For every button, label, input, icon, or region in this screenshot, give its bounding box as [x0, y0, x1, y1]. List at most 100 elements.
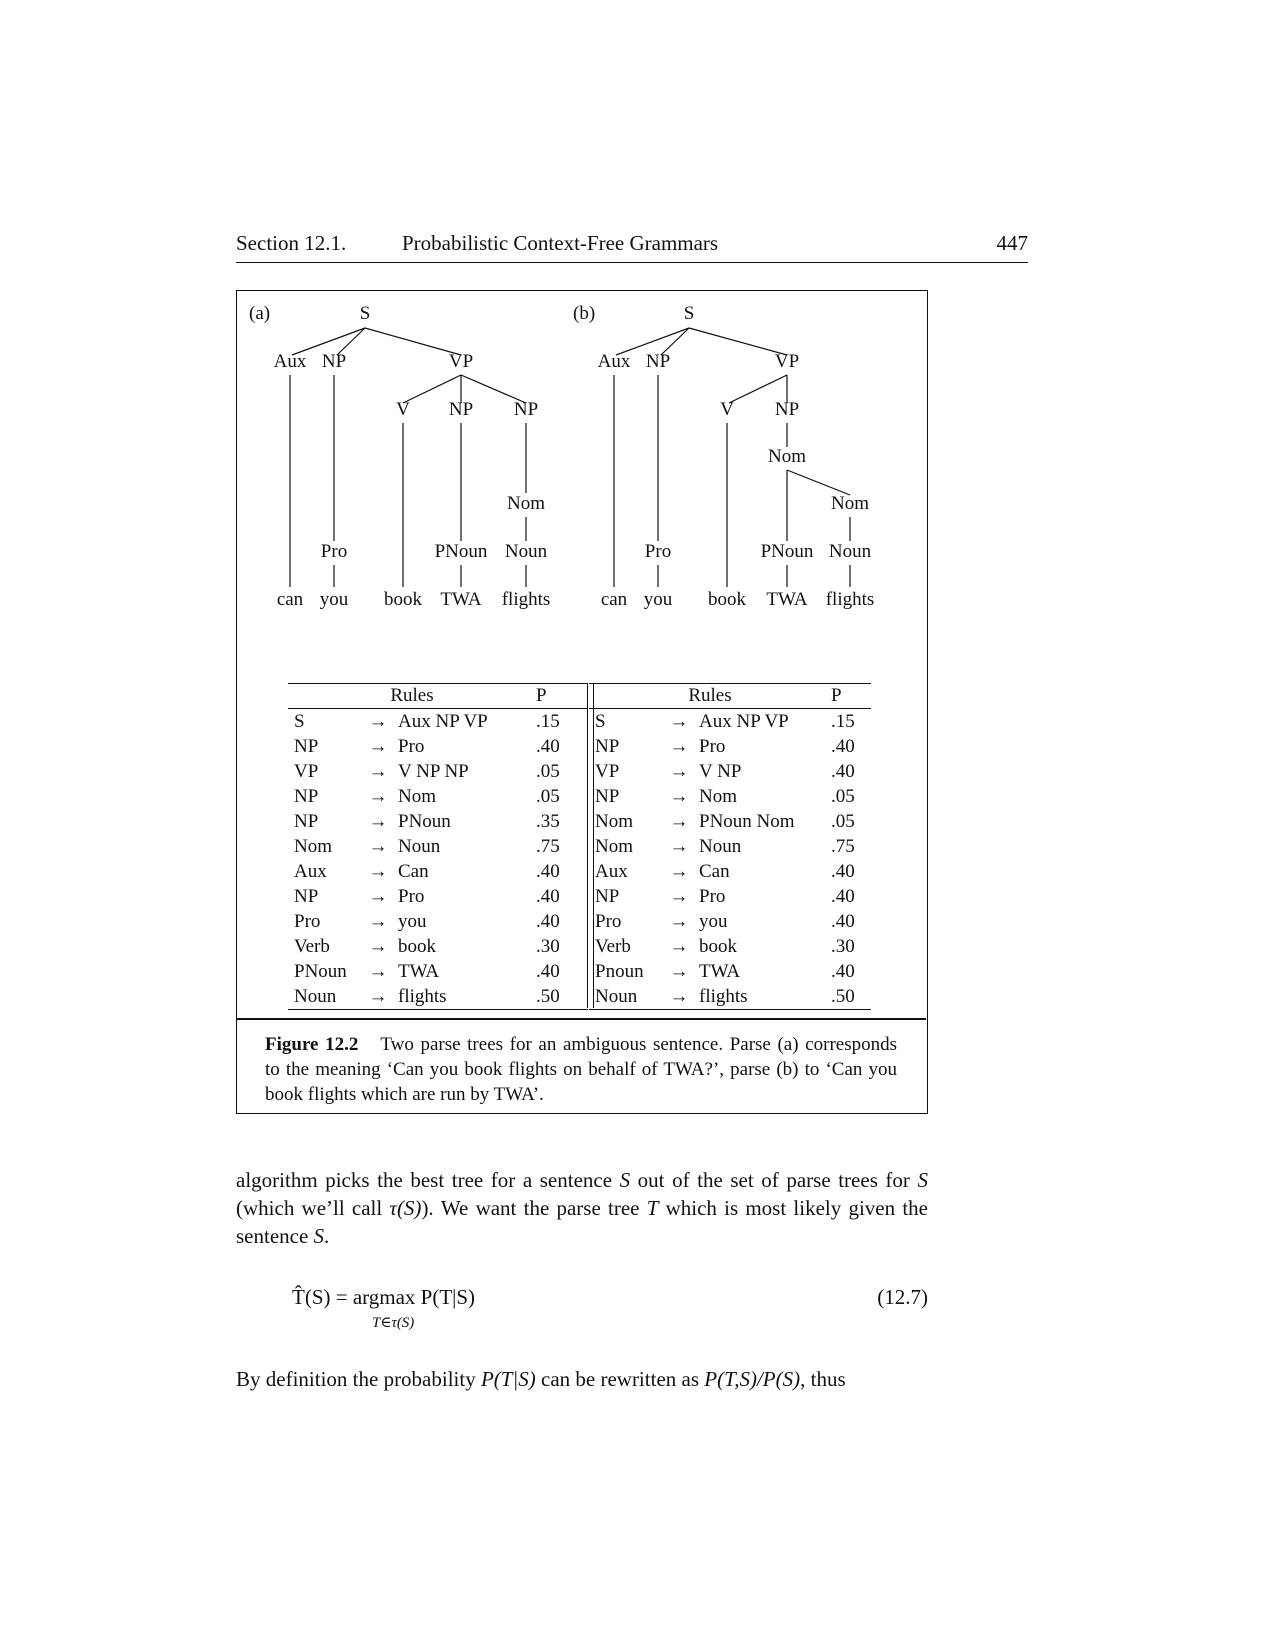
table-row: PNoun → TWA .40: [288, 959, 588, 984]
section-title: Probabilistic Context-Free Grammars: [402, 231, 719, 255]
rule-probability: .15: [536, 711, 560, 732]
table-row: NP → Pro .40: [288, 734, 588, 759]
rule-probability: .40: [536, 911, 560, 932]
word: book: [708, 589, 747, 610]
rules-header: Rules: [288, 683, 536, 709]
parse-trees: (a) S Aux NP VP V NP NP Nom Pro PNoun No…: [249, 303, 874, 610]
running-header: Section 12.1. Probabilistic Context-Free…: [236, 228, 1028, 263]
probability-header: P: [831, 683, 871, 709]
equation-number: (12.7): [877, 1285, 928, 1309]
rule-arrow-icon: →: [669, 861, 689, 882]
table-header-row: Rules P: [288, 683, 588, 709]
rule-probability: .40: [831, 961, 855, 982]
node-np: NP: [775, 399, 799, 420]
rule-lhs: NP: [294, 811, 319, 832]
math-var: S: [619, 1168, 631, 1192]
rules-body: S → Aux NP VP .15 NP → Pro .40 VP → V NP .40 NP → Nom.…: [589, 709, 871, 1010]
math-var: S: [917, 1168, 929, 1192]
rule-arrow-icon: →: [669, 961, 689, 982]
table-row: VP → V NP .40: [589, 759, 871, 784]
table-row: Pro → you .40: [288, 909, 588, 934]
caption-box: Figure 12.2 Two parse trees for an ambigu…: [237, 1018, 926, 1115]
node-vp: VP: [775, 351, 799, 372]
rule-arrow-icon: →: [669, 761, 689, 782]
word: you: [320, 589, 349, 610]
rule-arrow-icon: →: [669, 786, 689, 807]
rule-arrow-icon: →: [669, 886, 689, 907]
parse-tree-b: (b) S Aux NP VP V NP Nom Nom Pro PNoun N…: [573, 303, 874, 610]
rule-probability: .30: [536, 936, 560, 957]
rules-table-a: Rules P S → Aux NP VP .15 NP → Pro .40 VP → V NP N…: [288, 683, 588, 1010]
rule-rhs: V NP: [699, 761, 742, 782]
rule-probability: .05: [831, 811, 855, 832]
rule-rhs: flights: [398, 986, 447, 1007]
rule-rhs: book: [398, 936, 436, 957]
rule-rhs: V NP NP: [398, 761, 469, 782]
rule-probability: .40: [831, 911, 855, 932]
rule-rhs: Noun: [398, 836, 441, 857]
node-noun: Noun: [829, 541, 872, 562]
rule-arrow-icon: →: [368, 961, 388, 982]
rule-lhs: Pnoun: [595, 961, 644, 982]
word: you: [644, 589, 673, 610]
rule-arrow-icon: →: [669, 936, 689, 957]
rule-arrow-icon: →: [368, 736, 388, 757]
rule-rhs: Nom: [699, 786, 737, 807]
node-v: V: [720, 399, 734, 420]
rule-lhs: VP: [595, 761, 620, 782]
rule-rhs: Pro: [398, 736, 425, 757]
text: By definition the probability: [236, 1367, 481, 1391]
rule-probability: .40: [831, 886, 855, 907]
rule-lhs: NP: [595, 736, 620, 757]
node-nom: Nom: [768, 446, 806, 467]
math-expr: P(T,S)/P(S): [704, 1367, 801, 1391]
node-aux: Aux: [274, 351, 307, 372]
node-aux: Aux: [598, 351, 631, 372]
rule-arrow-icon: →: [669, 986, 689, 1007]
text: algorithm picks the best tree for a sent…: [236, 1168, 620, 1192]
rule-probability: .75: [831, 836, 855, 857]
rule-rhs: Noun: [699, 836, 742, 857]
rule-arrow-icon: →: [368, 886, 388, 907]
rule-rhs: Can: [699, 861, 730, 882]
rule-rhs: TWA: [398, 961, 440, 982]
rule-probability: .75: [536, 836, 560, 857]
node-pro: Pro: [645, 541, 671, 562]
node-pnoun: PNoun: [761, 541, 814, 562]
rule-arrow-icon: →: [368, 861, 388, 882]
table-row: Aux → Can .40: [589, 859, 871, 884]
rule-lhs: Noun: [595, 986, 638, 1007]
table-row: VP → V NP NP .05: [288, 759, 588, 784]
rules-body: S → Aux NP VP .15 NP → Pro .40 VP → V NP NP .05 NP → N…: [288, 709, 588, 1010]
rule-rhs: book: [699, 936, 737, 957]
node-np: NP: [514, 399, 538, 420]
rule-probability: .50: [831, 986, 855, 1007]
math-var: T: [646, 1196, 659, 1220]
node-pnoun: PNoun: [435, 541, 488, 562]
tree-a-label: (a): [249, 303, 270, 324]
node-np: NP: [646, 351, 670, 372]
figure-label: Figure 12.2: [265, 1034, 359, 1055]
table-divider: [587, 683, 594, 1008]
rule-arrow-icon: →: [368, 711, 388, 732]
text: , thus: [800, 1367, 846, 1391]
rule-arrow-icon: →: [368, 786, 388, 807]
rule-rhs: PNoun Nom: [699, 811, 795, 832]
node-nom: Nom: [831, 493, 869, 514]
text: ). We want the parse tree: [421, 1196, 647, 1220]
rule-arrow-icon: →: [669, 736, 689, 757]
rule-lhs: Aux: [595, 861, 628, 882]
paragraph: algorithm picks the best tree for a sent…: [236, 1166, 928, 1250]
parse-tree-a: (a) S Aux NP VP V NP NP Nom Pro PNoun No…: [249, 303, 550, 610]
text: can be rewritten as: [535, 1367, 705, 1391]
node-s: S: [360, 303, 371, 324]
table-row: Nom → Noun .75: [288, 834, 588, 859]
rule-rhs: you: [699, 911, 728, 932]
equation-body: T̂(S) = argmax P(T|S): [292, 1285, 476, 1309]
table-row: Verb → book .30: [589, 934, 871, 959]
rule-rhs: Can: [398, 861, 429, 882]
rule-rhs: flights: [699, 986, 748, 1007]
table-row: NP → Pro .40: [288, 884, 588, 909]
rule-probability: .40: [831, 761, 855, 782]
math-var: τ(S): [389, 1196, 422, 1220]
